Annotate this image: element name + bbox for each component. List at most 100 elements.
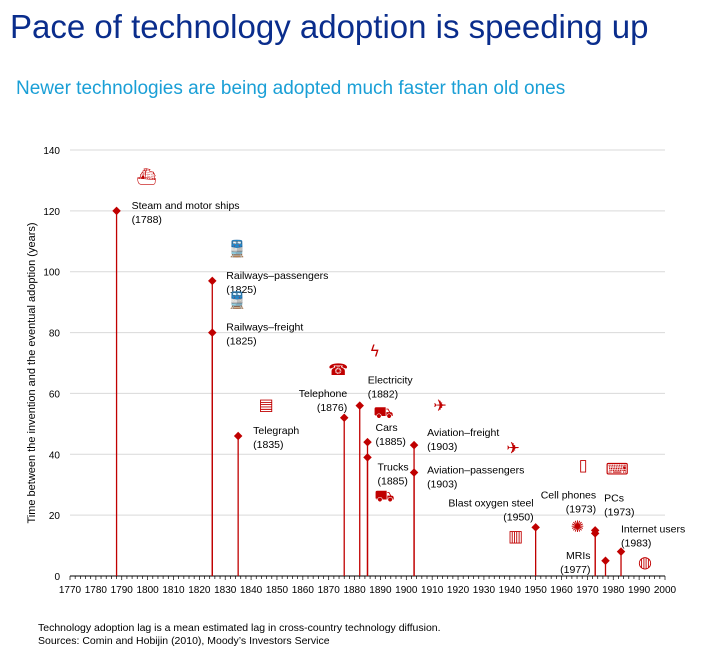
x-tick-label: 1770 <box>59 585 82 596</box>
data-point <box>355 401 364 410</box>
y-tick-label: 0 <box>54 572 60 583</box>
point-year: (1903) <box>427 479 457 491</box>
point-label: Aviation–freight (1903) <box>427 427 499 453</box>
point-label: Cell phones (1973) <box>541 489 596 515</box>
data-point <box>208 276 217 286</box>
ship-icon: ⛴ <box>136 167 156 186</box>
data-point <box>233 431 243 441</box>
x-tick-label: 1860 <box>292 585 315 596</box>
point-name: MRIs <box>566 550 591 562</box>
point-name: Blast oxygen steel <box>448 497 533 509</box>
x-tick-label: 1920 <box>447 585 470 596</box>
lightning-icon: ϟ <box>369 342 380 361</box>
data-point <box>409 468 419 477</box>
x-tick-label: 1880 <box>343 585 366 596</box>
point-name: Aviation–passengers <box>427 465 524 477</box>
x-tick-label: 1790 <box>111 585 134 596</box>
sources: Sources: Comin and Hobijin (2010), Moody… <box>38 635 330 647</box>
point-label: Telephone (1876) <box>299 388 348 414</box>
point-label: Railways–passengers (1825) <box>226 270 328 296</box>
x-tick-label: 1990 <box>628 585 651 596</box>
x-tick-label: 1800 <box>136 585 159 596</box>
x-tick-label: 1810 <box>162 585 185 596</box>
x-tick-label: 1850 <box>266 585 289 596</box>
point-year: (1882) <box>368 389 398 401</box>
point-label: Railways–freight (1825) <box>226 322 303 348</box>
laptop-icon: ⌨ <box>606 459 629 478</box>
point-name: Electricity <box>368 375 414 387</box>
data-point <box>409 440 419 450</box>
x-tick-label: 1970 <box>576 585 599 596</box>
point-name: Telegraph <box>253 425 299 437</box>
point-name: Trucks <box>378 461 409 473</box>
footnote: Technology adoption lag is a mean estima… <box>38 622 441 634</box>
point-year: (1977) <box>560 564 590 576</box>
x-tick-label: 1910 <box>421 585 444 596</box>
x-tick-label: 1940 <box>499 585 522 596</box>
point-label: Aviation–passengers (1903) <box>427 465 524 491</box>
point-name: Cars <box>376 422 398 434</box>
point-label: Internet users (1983) <box>621 524 685 550</box>
x-tick-label: 2000 <box>654 585 677 596</box>
y-tick-label: 120 <box>43 207 60 218</box>
truck-icon: ⛟ <box>374 486 394 505</box>
train-icon: 🚆 <box>227 239 247 258</box>
data-point <box>363 437 372 447</box>
page-title: Pace of technology adoption is speeding … <box>10 8 649 45</box>
point-year: (1876) <box>317 402 347 414</box>
point-name: Cell phones <box>541 489 596 501</box>
point-year: (1885) <box>378 475 408 487</box>
point-label: Steam and motor ships (1788) <box>132 200 240 226</box>
point-label: Cars (1885) <box>376 422 406 448</box>
data-point <box>616 547 626 556</box>
x-tick-label: 1930 <box>473 585 496 596</box>
x-tick-label: 1820 <box>188 585 211 596</box>
point-name: Internet users <box>621 524 685 536</box>
y-tick-label: 60 <box>49 389 61 400</box>
point-year: (1825) <box>226 284 256 296</box>
point-year: (1973) <box>604 506 634 518</box>
data-point <box>112 206 121 216</box>
point-year: (1903) <box>427 441 457 453</box>
data-point <box>363 453 372 462</box>
point-label: Trucks (1885) <box>378 461 409 487</box>
x-tick-label: 1830 <box>214 585 237 596</box>
telegraph-icon: ▤ <box>259 395 274 414</box>
factory-icon: ▥ <box>508 526 523 545</box>
point-year: (1835) <box>253 439 283 451</box>
plane-icon: ✈ <box>433 396 446 415</box>
x-tick-label: 1840 <box>240 585 263 596</box>
cellphone-icon: ▯ <box>579 455 588 474</box>
point-label: MRIs (1977) <box>560 550 590 576</box>
y-tick-label: 80 <box>49 329 61 340</box>
point-year: (1788) <box>132 214 162 226</box>
point-name: Aviation–freight <box>427 427 499 439</box>
point-name: Railways–passengers <box>226 270 328 282</box>
x-tick-label: 1870 <box>318 585 341 596</box>
y-tick-label: 20 <box>49 511 61 522</box>
point-name: Steam and motor ships <box>132 200 240 212</box>
point-label: Blast oxygen steel (1950) <box>448 497 533 523</box>
y-tick-label: 100 <box>43 268 60 279</box>
point-name: Telephone <box>299 388 348 400</box>
car-icon: ⛟ <box>373 403 393 422</box>
y-tick-label: 40 <box>49 450 61 461</box>
data-point <box>590 529 600 538</box>
point-year: (1950) <box>503 511 533 523</box>
x-tick-label: 1980 <box>602 585 625 596</box>
point-name: Railways–freight <box>226 322 303 334</box>
x-tick-label: 1890 <box>369 585 392 596</box>
point-year: (1825) <box>226 336 256 348</box>
footnote-block: Technology adoption lag is a mean estima… <box>38 622 441 648</box>
point-year: (1973) <box>566 503 596 515</box>
y-tick-label: 140 <box>43 146 60 157</box>
y-axis-label: Time between the invention and the event… <box>26 222 38 523</box>
x-tick-label: 1780 <box>85 585 108 596</box>
page-subtitle: Newer technologies are being adopted muc… <box>16 78 566 99</box>
train-icon: 🚆 <box>227 291 247 310</box>
x-tick-label: 1960 <box>550 585 573 596</box>
point-year: (1885) <box>376 436 406 448</box>
globe-icon: ◍ <box>638 553 652 572</box>
point-label: Telegraph (1835) <box>253 425 299 451</box>
